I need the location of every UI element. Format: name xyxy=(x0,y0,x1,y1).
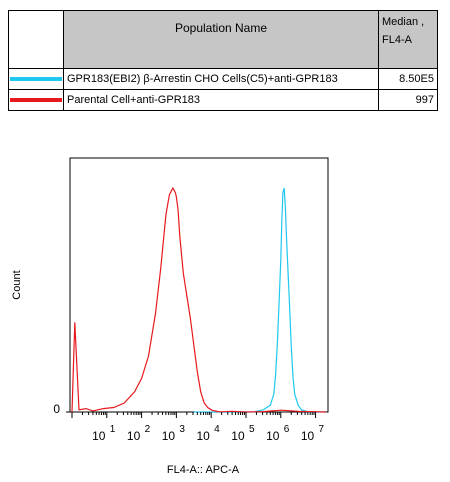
y-axis-ticks: 0 xyxy=(53,402,70,416)
x-tick-label-base: 10 xyxy=(92,429,106,443)
legend-swatch-cyan xyxy=(10,77,62,81)
x-axis-title: FL4-A:: APC-A xyxy=(167,464,240,476)
legend-row-name: Parental Cell+anti-GPR183 xyxy=(63,89,379,111)
legend-header-swatch-cell xyxy=(8,10,64,69)
legend-row: Parental Cell+anti-GPR183 997 xyxy=(8,89,438,111)
y-axis-title: Count xyxy=(11,270,23,299)
plot-frame xyxy=(69,157,329,413)
x-tick-label-exponent: 6 xyxy=(284,424,290,435)
legend-header-median-line1: Median , xyxy=(382,16,425,28)
x-tick-label-exponent: 7 xyxy=(319,424,325,435)
legend-swatch-red xyxy=(10,98,62,102)
x-tick-label-exponent: 3 xyxy=(179,424,185,435)
x-tick-label-exponent: 5 xyxy=(249,424,255,435)
x-tick-label-base: 10 xyxy=(301,429,315,443)
x-tick-label-base: 10 xyxy=(231,429,245,443)
x-tick-label-base: 10 xyxy=(127,429,141,443)
legend-row-median: 8.50E5 xyxy=(378,68,438,90)
series-line-1 xyxy=(71,186,327,413)
y-tick-label: 0 xyxy=(53,402,60,416)
legend-header-median: Median , FL4-A xyxy=(378,10,438,69)
x-tick-label-exponent: 2 xyxy=(145,424,151,435)
x-tick-label-base: 10 xyxy=(266,429,280,443)
series-line-0 xyxy=(193,187,326,413)
x-tick-label-base: 10 xyxy=(162,429,176,443)
x-tick-label-exponent: 1 xyxy=(110,424,116,435)
legend-row-name: GPR183(EBI2) β-Arrestin CHO Cells(C5)+an… xyxy=(63,68,379,90)
x-tick-label-exponent: 4 xyxy=(214,424,220,435)
legend-header-median-line2: FL4-A xyxy=(382,34,412,46)
legend-row-median: 997 xyxy=(378,89,438,111)
legend-row: GPR183(EBI2) β-Arrestin CHO Cells(C5)+an… xyxy=(8,68,438,90)
x-axis-ticks: 10 1 10 2 10 3 10 4 10 5 10 6 10 7 xyxy=(71,412,325,443)
series-layer xyxy=(71,186,327,413)
x-tick-label-base: 10 xyxy=(196,429,210,443)
population-legend-table: Population Name Median , FL4-A GPR183(EB… xyxy=(8,10,438,111)
